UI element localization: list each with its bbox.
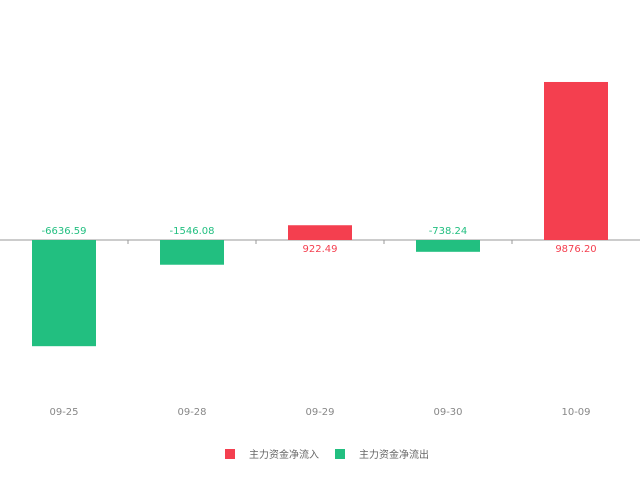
legend-swatch xyxy=(225,449,235,459)
x-tick-label: 09-30 xyxy=(433,407,462,418)
x-tick-label: 10-09 xyxy=(561,407,590,418)
x-tick-label: 09-29 xyxy=(305,407,334,418)
value-label: -1546.08 xyxy=(170,226,215,237)
legend-label: 主力资金净流入 xyxy=(249,448,319,461)
bar xyxy=(416,240,480,252)
x-tick-label: 09-28 xyxy=(177,407,206,418)
value-label: -6636.59 xyxy=(42,226,87,237)
bar xyxy=(544,81,608,240)
legend-swatch xyxy=(335,449,345,459)
value-label: 922.49 xyxy=(303,244,338,255)
value-label: 9876.20 xyxy=(555,244,596,255)
bar xyxy=(32,240,96,347)
bar xyxy=(160,240,224,265)
x-tick-label: 09-25 xyxy=(49,407,78,418)
legend-label: 主力资金净流出 xyxy=(359,448,429,461)
bar xyxy=(288,225,352,240)
value-label: -738.24 xyxy=(429,226,468,237)
